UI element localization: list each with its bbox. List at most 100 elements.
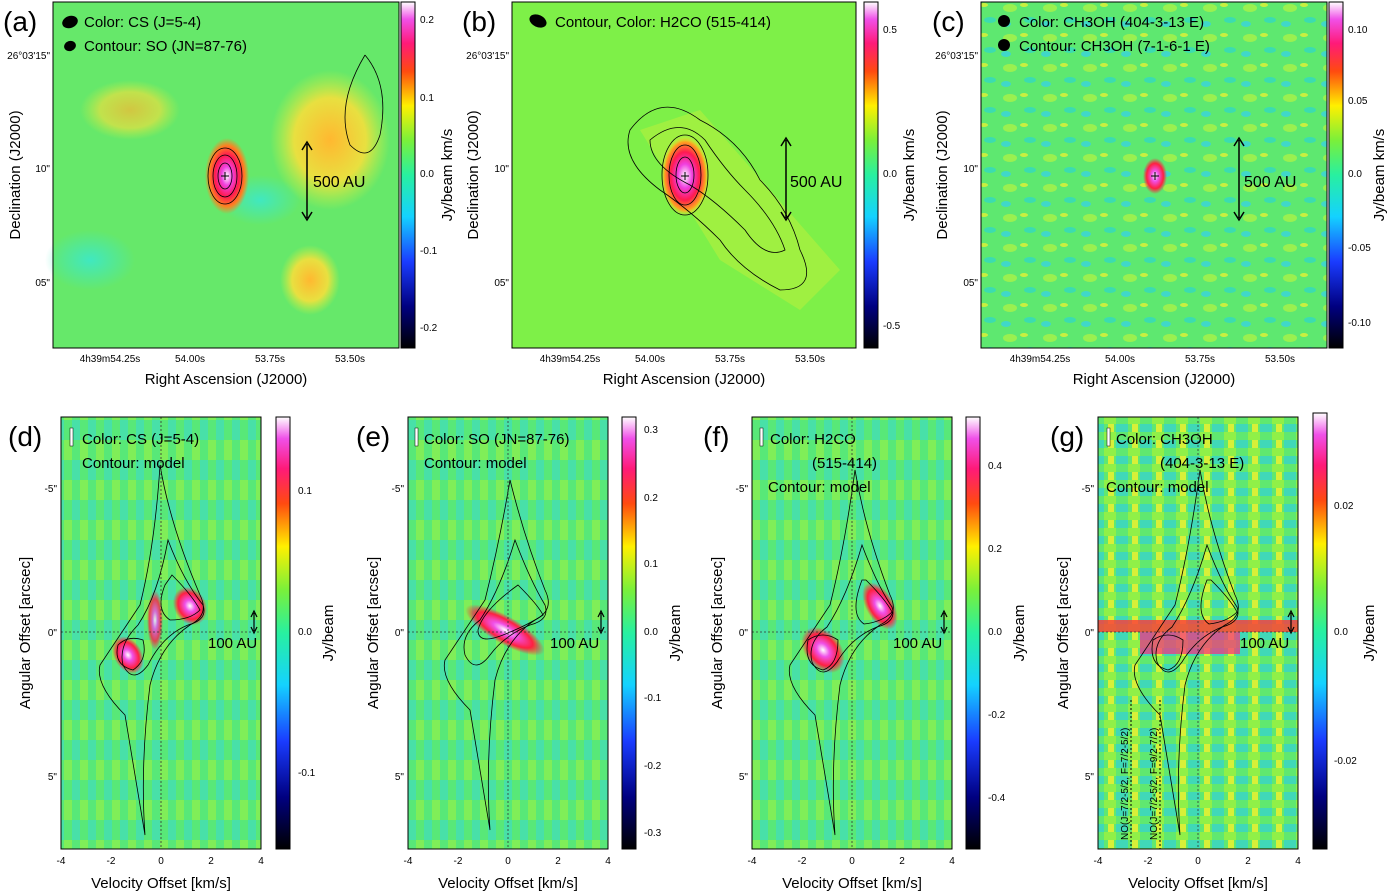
panel-b-scale-arrow <box>780 136 792 222</box>
panel-c-frame <box>980 1 1328 349</box>
panel-b-xtick: 4h39m54.25s <box>540 354 601 365</box>
panel-c-ytick: 10" <box>963 164 978 175</box>
panel-b-xtick: 54.00s <box>635 354 665 365</box>
panel-b-xtick: 53.50s <box>795 354 825 365</box>
panel-d-ytick: -5" <box>45 484 58 495</box>
panel-f-ylabel: Angular Offset [arcsec] <box>709 557 726 709</box>
panel-b-xlabel: Right Ascension (J2000) <box>603 371 766 388</box>
panel-d-xlabel: Velocity Offset [km/s] <box>91 875 231 892</box>
panel-a-ytick: 26°03'15" <box>7 51 50 62</box>
panel-a: (a) Color: CS (J=5-4) Contour: SO (JN=87… <box>3 1 456 388</box>
panel-f-xtick: 2 <box>899 856 905 867</box>
panel-c-colorbar <box>1328 1 1344 349</box>
panel-e-cbar-tick: 0.0 <box>644 627 658 638</box>
panel-e-title: Contour: model <box>424 455 527 472</box>
panel-a-cbar-tick: 0.2 <box>420 15 434 26</box>
panel-b-frame <box>511 1 857 349</box>
panel-f-xtick: -2 <box>798 856 807 867</box>
panel-e-cbar-tick: 0.3 <box>644 425 658 436</box>
panel-e-cbar-tick: -0.2 <box>644 761 662 772</box>
panel-a-center-cross <box>221 172 229 180</box>
panel-d-title: Color: CS (J=5-4) <box>82 431 199 448</box>
panel-d-title: Contour: model <box>82 455 185 472</box>
panel-e-cbar-tick: -0.3 <box>644 828 662 839</box>
panel-a-xtick: 53.75s <box>255 354 285 365</box>
panel-c-xtick: 53.75s <box>1185 354 1215 365</box>
panel-g-xtick: -2 <box>1144 856 1153 867</box>
panel-f-xtick: 4 <box>949 856 955 867</box>
panel-g-xtick: -4 <box>1094 856 1103 867</box>
panel-b-cbar-label: Jy/beam km/s <box>901 129 918 222</box>
panel-d: (d) Color: CS (J=5-4) Contour: model 100… <box>8 416 337 892</box>
panel-g-title: Color: CH3OH <box>1116 431 1213 448</box>
panel-g-ylabel: Angular Offset [arcsec] <box>1055 557 1072 709</box>
panel-g-emission-band <box>1140 632 1240 654</box>
panel-d-label: (d) <box>8 421 42 452</box>
panel-b-center-cross <box>681 172 689 180</box>
panel-d-scale-label: 100 AU <box>208 635 257 652</box>
panel-b-label: (b) <box>462 6 496 37</box>
panel-c-ytick: 26°03'15" <box>935 51 978 62</box>
panel-b-cbar-tick: -0.5 <box>883 321 901 332</box>
panel-b-title: Contour, Color: H2CO (515-414) <box>555 14 771 31</box>
panel-d-cbar-tick: -0.1 <box>298 768 316 779</box>
panel-f-frame <box>751 416 953 850</box>
panel-a-contours <box>207 54 384 205</box>
panel-b-colorbar <box>863 1 879 349</box>
panel-f-cbar-tick: 0.2 <box>988 544 1002 555</box>
panel-e-beam-icon <box>414 427 419 447</box>
panel-g-ytick: 0" <box>1085 628 1095 639</box>
panel-c-cbar-label: Jy/beam km/s <box>1371 129 1388 222</box>
panel-e-frame <box>407 416 609 850</box>
panel-d-cbar-label: Jy/beam <box>320 605 337 662</box>
panel-g-cbar-tick: 0.0 <box>1334 627 1348 638</box>
panel-e: (e) Color: SO (JN=87-76) Contour: model … <box>356 416 684 892</box>
panel-b-cbar-tick: 0.0 <box>883 169 897 180</box>
panel-g: NO(J=7/2-5/2, F=7/2-5/2) NO(J=7/2-5/2, F… <box>1050 412 1378 892</box>
panel-d-emission-lobe <box>172 586 208 626</box>
panel-f-xtick: 0 <box>849 856 855 867</box>
panel-a-cbar-tick: -0.1 <box>420 246 438 257</box>
panel-f-cbar-tick: -0.2 <box>988 710 1006 721</box>
panel-c-cbar-tick: -0.05 <box>1348 243 1371 254</box>
panel-d-emission-lobe <box>112 636 144 674</box>
panel-c-ytick: 05" <box>963 278 978 289</box>
panel-f-scale-label: 100 AU <box>893 635 942 652</box>
panel-f-scale-arrow <box>940 609 948 635</box>
panel-a-xtick: 4h39m54.25s <box>80 354 141 365</box>
panel-c-title: Contour: CH3OH (7-1-6-1 E) <box>1019 38 1210 55</box>
panel-e-cbar-label: Jy/beam <box>667 605 684 662</box>
panel-e-xlabel: Velocity Offset [km/s] <box>438 875 578 892</box>
panel-g-no-line-label: NO(J=7/2-5/2, F=7/2-5/2) <box>1120 728 1131 840</box>
panel-c-beam-icon <box>998 39 1010 51</box>
panel-f-beam-icon <box>759 427 764 447</box>
panel-d-cbar-tick: 0.0 <box>298 627 312 638</box>
panel-e-scale-arrow <box>597 609 605 635</box>
panel-a-cbar-label: Jy/beam km/s <box>439 129 456 222</box>
panel-f-title: Contour: model <box>768 479 871 496</box>
panel-b-ytick: 26°03'15" <box>466 51 509 62</box>
panel-c-label: (c) <box>932 6 965 37</box>
panel-c-cbar-tick: -0.10 <box>1348 318 1371 329</box>
panel-f: (f) Color: H2CO (515-414) Contour: model… <box>703 416 1028 892</box>
panel-g-cbar-label: Jy/beam <box>1361 605 1378 662</box>
panel-e-ytick: 0" <box>395 628 405 639</box>
panel-a-yellow-region <box>270 70 390 210</box>
panel-e-emission-lobe <box>465 604 545 656</box>
panel-f-cbar-tick: 0.4 <box>988 461 1002 472</box>
panel-c-xtick: 53.50s <box>1265 354 1295 365</box>
panel-d-frame <box>60 416 262 850</box>
panel-b-ytick: 05" <box>494 278 509 289</box>
panel-e-ylabel: Angular Offset [arcsec] <box>365 557 382 709</box>
panel-g-scale-label: 100 AU <box>1240 635 1289 652</box>
panel-a-title: Contour: SO (JN=87-76) <box>84 38 247 55</box>
panel-a-cbar-tick: 0.0 <box>420 169 434 180</box>
panel-e-colorbar <box>621 416 637 850</box>
panel-g-xlabel: Velocity Offset [km/s] <box>1128 875 1268 892</box>
panel-a-ylabel: Declination (J2000) <box>7 110 24 239</box>
panel-a-frame <box>52 1 400 349</box>
panel-d-xtick: 0 <box>158 856 164 867</box>
panel-d-ytick: 5" <box>48 772 58 783</box>
panel-f-colorbar <box>965 416 981 850</box>
panel-e-contours <box>443 479 549 831</box>
